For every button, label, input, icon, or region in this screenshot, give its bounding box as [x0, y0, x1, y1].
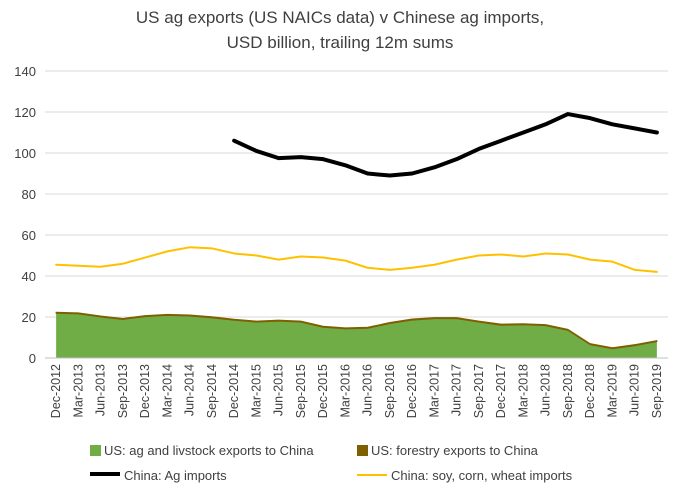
y-tick-label: 40	[22, 269, 36, 284]
x-tick-label: Mar-2014	[160, 364, 174, 418]
x-tick-label: Mar-2013	[71, 364, 85, 418]
x-tick-label: Dec-2016	[405, 364, 419, 418]
legend-item-china-soy: China: soy, corn, wheat imports	[357, 468, 572, 483]
x-tick-label: Sep-2013	[116, 364, 130, 418]
x-tick-label: Dec-2017	[494, 364, 508, 418]
legend-label-us-ag: US: ag and livstock exports to China	[104, 443, 314, 458]
x-tick-label: Jun-2019	[628, 364, 642, 416]
legend-item-china-ag: China: Ag imports	[90, 468, 227, 483]
legend-label-us-forestry: US: forestry exports to China	[371, 443, 538, 458]
legend-swatch-china-soy	[357, 474, 387, 476]
x-tick-label: Sep-2015	[294, 364, 308, 418]
y-tick-label: 100	[14, 146, 36, 161]
x-tick-label: Dec-2018	[583, 364, 597, 418]
area-us-forestry-exports	[55, 311, 658, 350]
y-tick-label: 20	[22, 310, 36, 325]
y-tick-label: 60	[22, 228, 36, 243]
legend-swatch-us-forestry	[357, 445, 368, 456]
y-tick-label: 120	[14, 105, 36, 120]
legend-label-china-ag: China: Ag imports	[124, 468, 227, 483]
chart-subtitle: USD billion, trailing 12m sums	[226, 33, 454, 52]
chart-title: US ag exports (US NAICs data) v Chinese …	[135, 8, 545, 27]
x-tick-label: Dec-2012	[49, 364, 63, 418]
legend-swatch-us-ag	[90, 445, 101, 456]
x-tick-label: Jun-2013	[94, 364, 108, 416]
legend-swatch-china-ag	[90, 472, 120, 476]
y-tick-label: 0	[29, 351, 36, 366]
legend-item-us-ag: US: ag and livstock exports to China	[90, 443, 314, 458]
x-tick-label: Sep-2019	[650, 364, 664, 418]
x-tick-label: Mar-2019	[605, 364, 619, 418]
legend-item-us-forestry: US: forestry exports to China	[357, 443, 538, 458]
y-tick-label: 80	[22, 187, 36, 202]
line-china-soy-corn-wheat-imports	[55, 246, 658, 273]
x-tick-label: Sep-2016	[383, 364, 397, 418]
x-tick-label: Jun-2018	[539, 364, 553, 416]
x-tick-label: Dec-2015	[316, 364, 330, 418]
x-tick-label: Dec-2014	[227, 364, 241, 418]
x-tick-label: Mar-2017	[427, 364, 441, 418]
x-tick-label: Jun-2015	[272, 364, 286, 416]
line-china-ag-imports	[232, 112, 659, 178]
legend-label-china-soy: China: soy, corn, wheat imports	[391, 468, 573, 483]
x-tick-label: Jun-2017	[450, 364, 464, 416]
y-tick-label: 140	[14, 64, 36, 79]
x-tick-label: Mar-2018	[516, 364, 530, 418]
x-tick-label: Sep-2014	[205, 364, 219, 418]
x-tick-label: Jun-2014	[183, 364, 197, 416]
x-tick-label: Mar-2016	[338, 364, 352, 418]
x-tick-label: Sep-2017	[472, 364, 486, 418]
x-tick-label: Jun-2016	[361, 364, 375, 416]
area-us-ag-exports	[56, 313, 657, 358]
x-tick-label: Sep-2018	[561, 364, 575, 418]
x-tick-label: Mar-2015	[249, 364, 263, 418]
x-tick-label: Dec-2013	[138, 364, 152, 418]
